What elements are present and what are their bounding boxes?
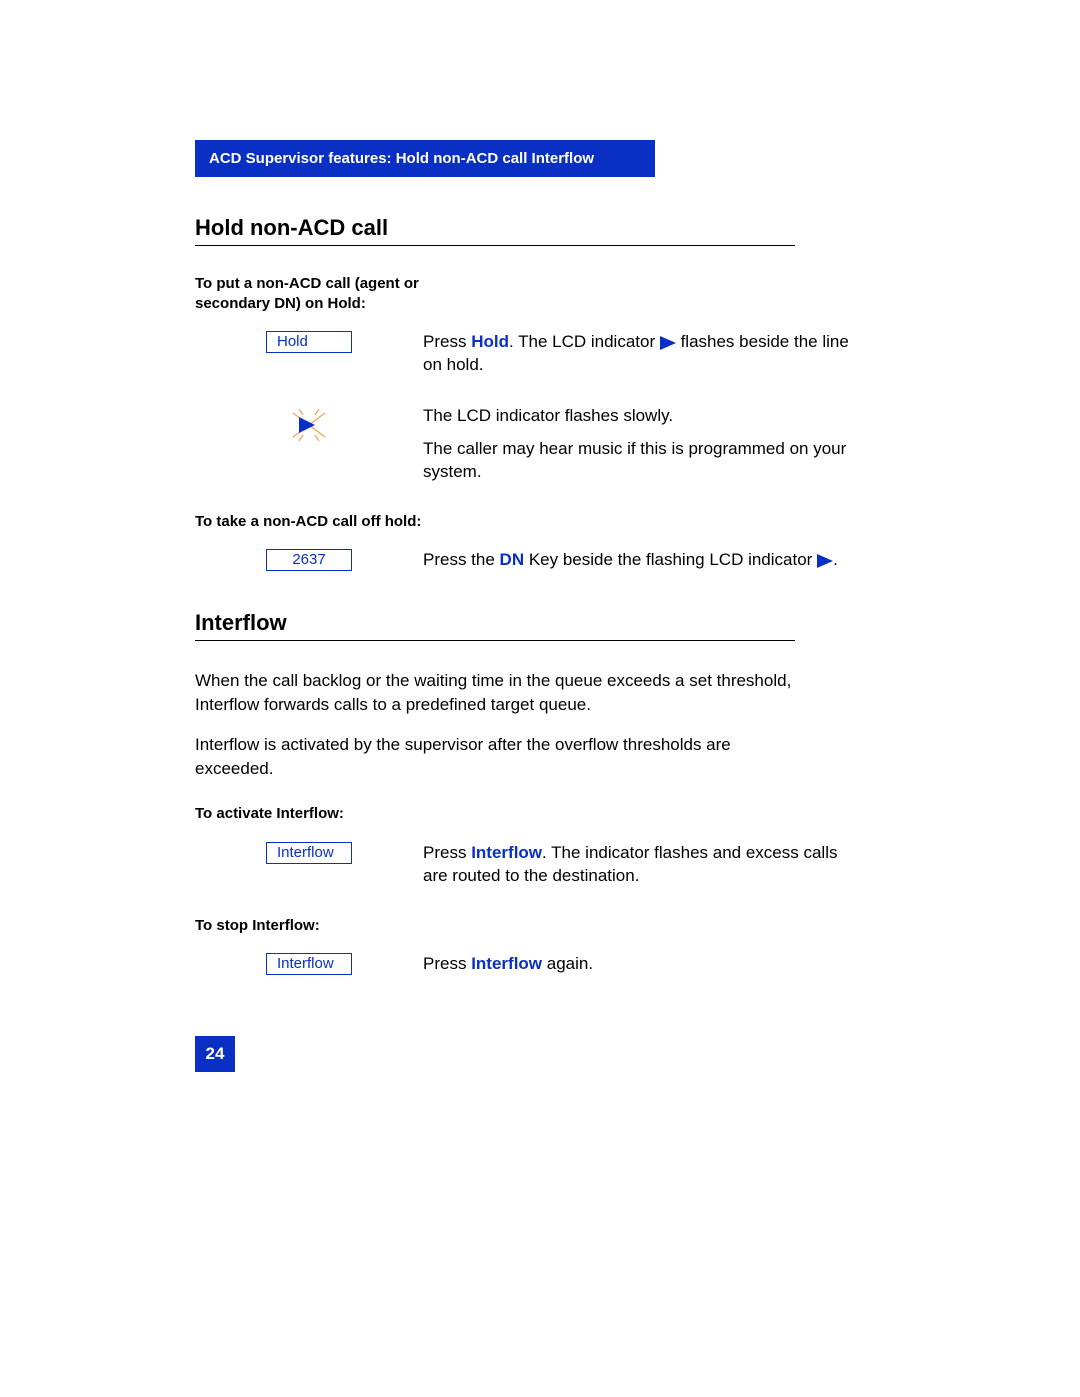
section-title-interflow: Interflow — [195, 610, 795, 641]
interflow-key: Interflow — [266, 842, 352, 864]
step-text-activate-interflow: Press Interflow. The indicator flashes a… — [423, 842, 855, 898]
step-text-stop-interflow: Press Interflow again. — [423, 953, 855, 986]
text: again. — [542, 954, 593, 973]
interflow-label: Interflow — [471, 954, 542, 973]
interflow-key: Interflow — [266, 953, 352, 975]
manual-page: ACD Supervisor features: Hold non-ACD ca… — [195, 140, 855, 1004]
step-row-dn: 2637 Press the DN Key beside the flashin… — [195, 549, 855, 582]
dn-label: DN — [500, 550, 525, 569]
text: Press — [423, 332, 471, 351]
step-row-stop-interflow: Interflow Press Interflow again. — [195, 953, 855, 986]
step-row-hold: Hold Press Hold. The LCD indicator flash… — [195, 331, 855, 387]
triangle-right-icon — [660, 336, 676, 350]
flashing-indicator-icon — [285, 405, 333, 445]
step-text-indicator: The LCD indicator flashes slowly. The ca… — [423, 405, 855, 494]
paragraph: When the call backlog or the waiting tim… — [195, 669, 805, 717]
subheading-activate-interflow: To activate Interflow: — [195, 804, 855, 824]
step-row-indicator: The LCD indicator flashes slowly. The ca… — [195, 405, 855, 494]
step-row-activate-interflow: Interflow Press Interflow. The indicator… — [195, 842, 855, 898]
text: The LCD indicator flashes slowly. — [423, 405, 855, 428]
subheading-stop-interflow: To stop Interflow: — [195, 916, 855, 936]
dn-key: 2637 — [266, 549, 352, 571]
page-number: 24 — [195, 1036, 235, 1072]
subheading-put-on-hold: To put a non-ACD call (agent or secondar… — [195, 274, 455, 313]
interflow-label: Interflow — [471, 843, 542, 862]
subheading-take-off-hold: To take a non-ACD call off hold: — [195, 512, 855, 532]
text: The caller may hear music if this is pro… — [423, 438, 855, 484]
section-title-hold: Hold non-ACD call — [195, 215, 795, 246]
text: Press — [423, 954, 471, 973]
paragraph: Interflow is activated by the supervisor… — [195, 733, 805, 781]
hold-key: Hold — [266, 331, 352, 353]
triangle-right-icon — [817, 554, 833, 568]
text: . The LCD indicator — [509, 332, 660, 351]
hold-label: Hold — [471, 332, 509, 351]
text: Press — [423, 843, 471, 862]
header-bar: ACD Supervisor features: Hold non-ACD ca… — [195, 140, 655, 177]
text: Press the — [423, 550, 500, 569]
step-text-dn: Press the DN Key beside the flashing LCD… — [423, 549, 855, 582]
step-text-hold: Press Hold. The LCD indicator flashes be… — [423, 331, 855, 387]
text: . — [833, 550, 838, 569]
text: Key beside the flashing LCD indicator — [524, 550, 817, 569]
